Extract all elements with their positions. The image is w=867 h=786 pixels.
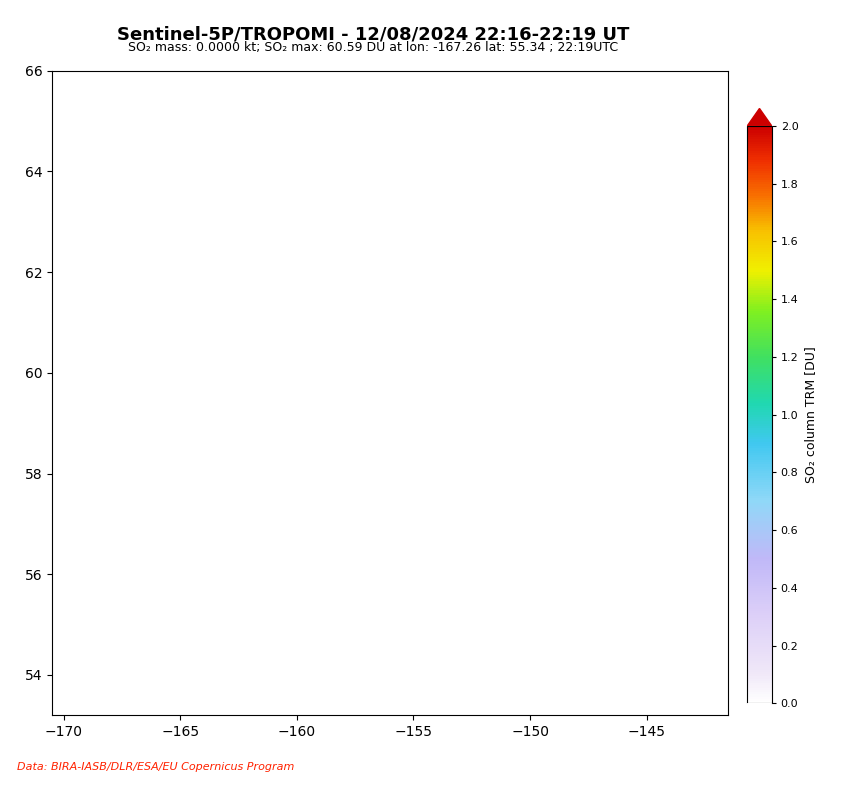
Polygon shape: [747, 703, 772, 721]
Polygon shape: [747, 108, 772, 126]
Text: Sentinel-5P/TROPOMI - 12/08/2024 22:16-22:19 UT: Sentinel-5P/TROPOMI - 12/08/2024 22:16-2…: [117, 26, 629, 44]
Text: Data: BIRA-IASB/DLR/ESA/EU Copernicus Program: Data: BIRA-IASB/DLR/ESA/EU Copernicus Pr…: [17, 762, 295, 772]
Y-axis label: SO₂ column TRM [DU]: SO₂ column TRM [DU]: [804, 347, 817, 483]
Text: SO₂ mass: 0.0000 kt; SO₂ max: 60.59 DU at lon: -167.26 lat: 55.34 ; 22:19UTC: SO₂ mass: 0.0000 kt; SO₂ max: 60.59 DU a…: [127, 41, 618, 54]
